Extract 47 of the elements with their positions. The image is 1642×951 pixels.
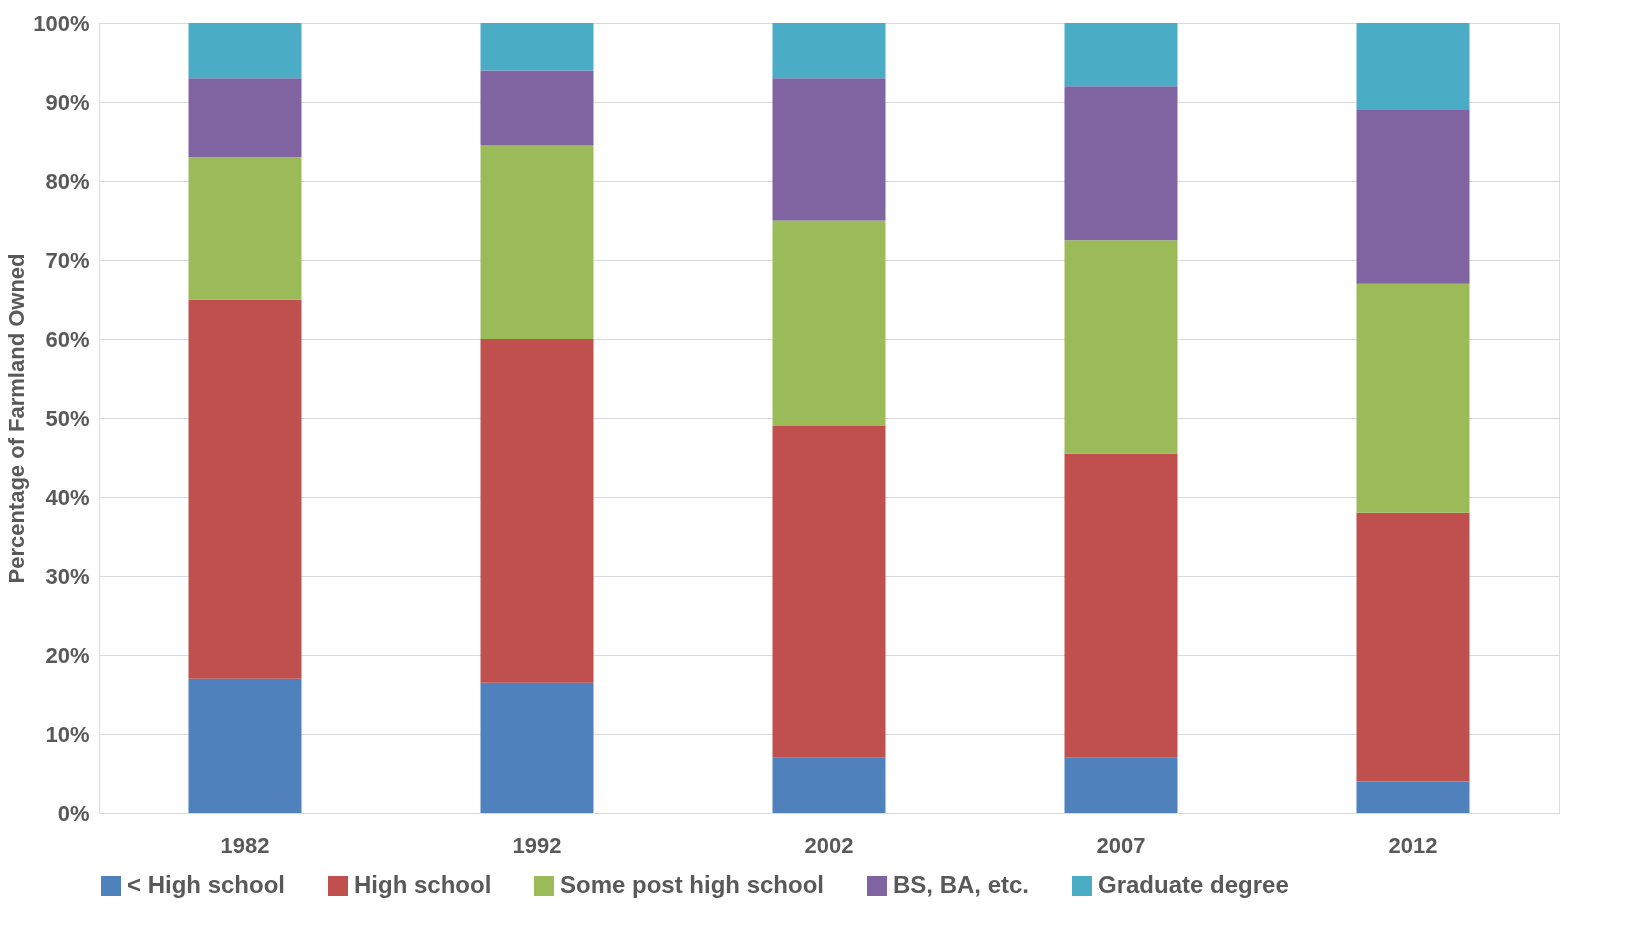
bar [772,425,886,758]
legend-label: BS, BA, etc. [893,871,1030,898]
bar [1356,781,1470,813]
y-tick-label: 80% [45,168,90,194]
bar [1356,512,1470,782]
bar [772,757,886,813]
bar [1064,240,1178,454]
legend-label: High school [354,871,492,898]
y-tick-label: 30% [45,563,90,589]
bar [188,157,302,300]
legend-label: < High school [127,871,286,898]
bar [188,299,302,679]
bar [188,678,302,813]
y-tick-label: 0% [57,800,90,826]
x-tick-label: 1992 [512,832,562,858]
legend-label: Graduate degree [1098,871,1289,898]
bar [188,23,302,79]
bar [480,23,594,71]
x-tick-label: 2012 [1388,832,1438,858]
bar [480,70,594,146]
bar [188,78,302,158]
y-axis-title: Percentage of Farmland Owned [4,253,30,584]
bar [1064,23,1178,87]
bar [772,78,886,221]
bar [772,220,886,426]
y-tick-label: 20% [45,642,90,668]
bar [1064,86,1178,241]
y-tick-label: 100% [33,10,90,36]
bar [1356,109,1470,284]
y-tick-label: 40% [45,484,90,510]
legend-label: Some post high school [560,871,825,898]
x-tick-label: 2002 [804,832,854,858]
bar [480,339,594,683]
bar [772,23,886,79]
bar [1064,757,1178,813]
y-tick-label: 10% [45,721,90,747]
bar [1356,283,1470,513]
y-tick-label: 70% [45,247,90,273]
x-tick-label: 1982 [220,832,270,858]
bar [480,145,594,339]
bar [1356,23,1470,110]
y-tick-label: 60% [45,326,90,352]
bar [1064,453,1178,758]
x-tick-label: 2007 [1096,832,1146,858]
bar [480,682,594,813]
y-tick-label: 90% [45,89,90,115]
y-tick-label: 50% [45,405,90,431]
